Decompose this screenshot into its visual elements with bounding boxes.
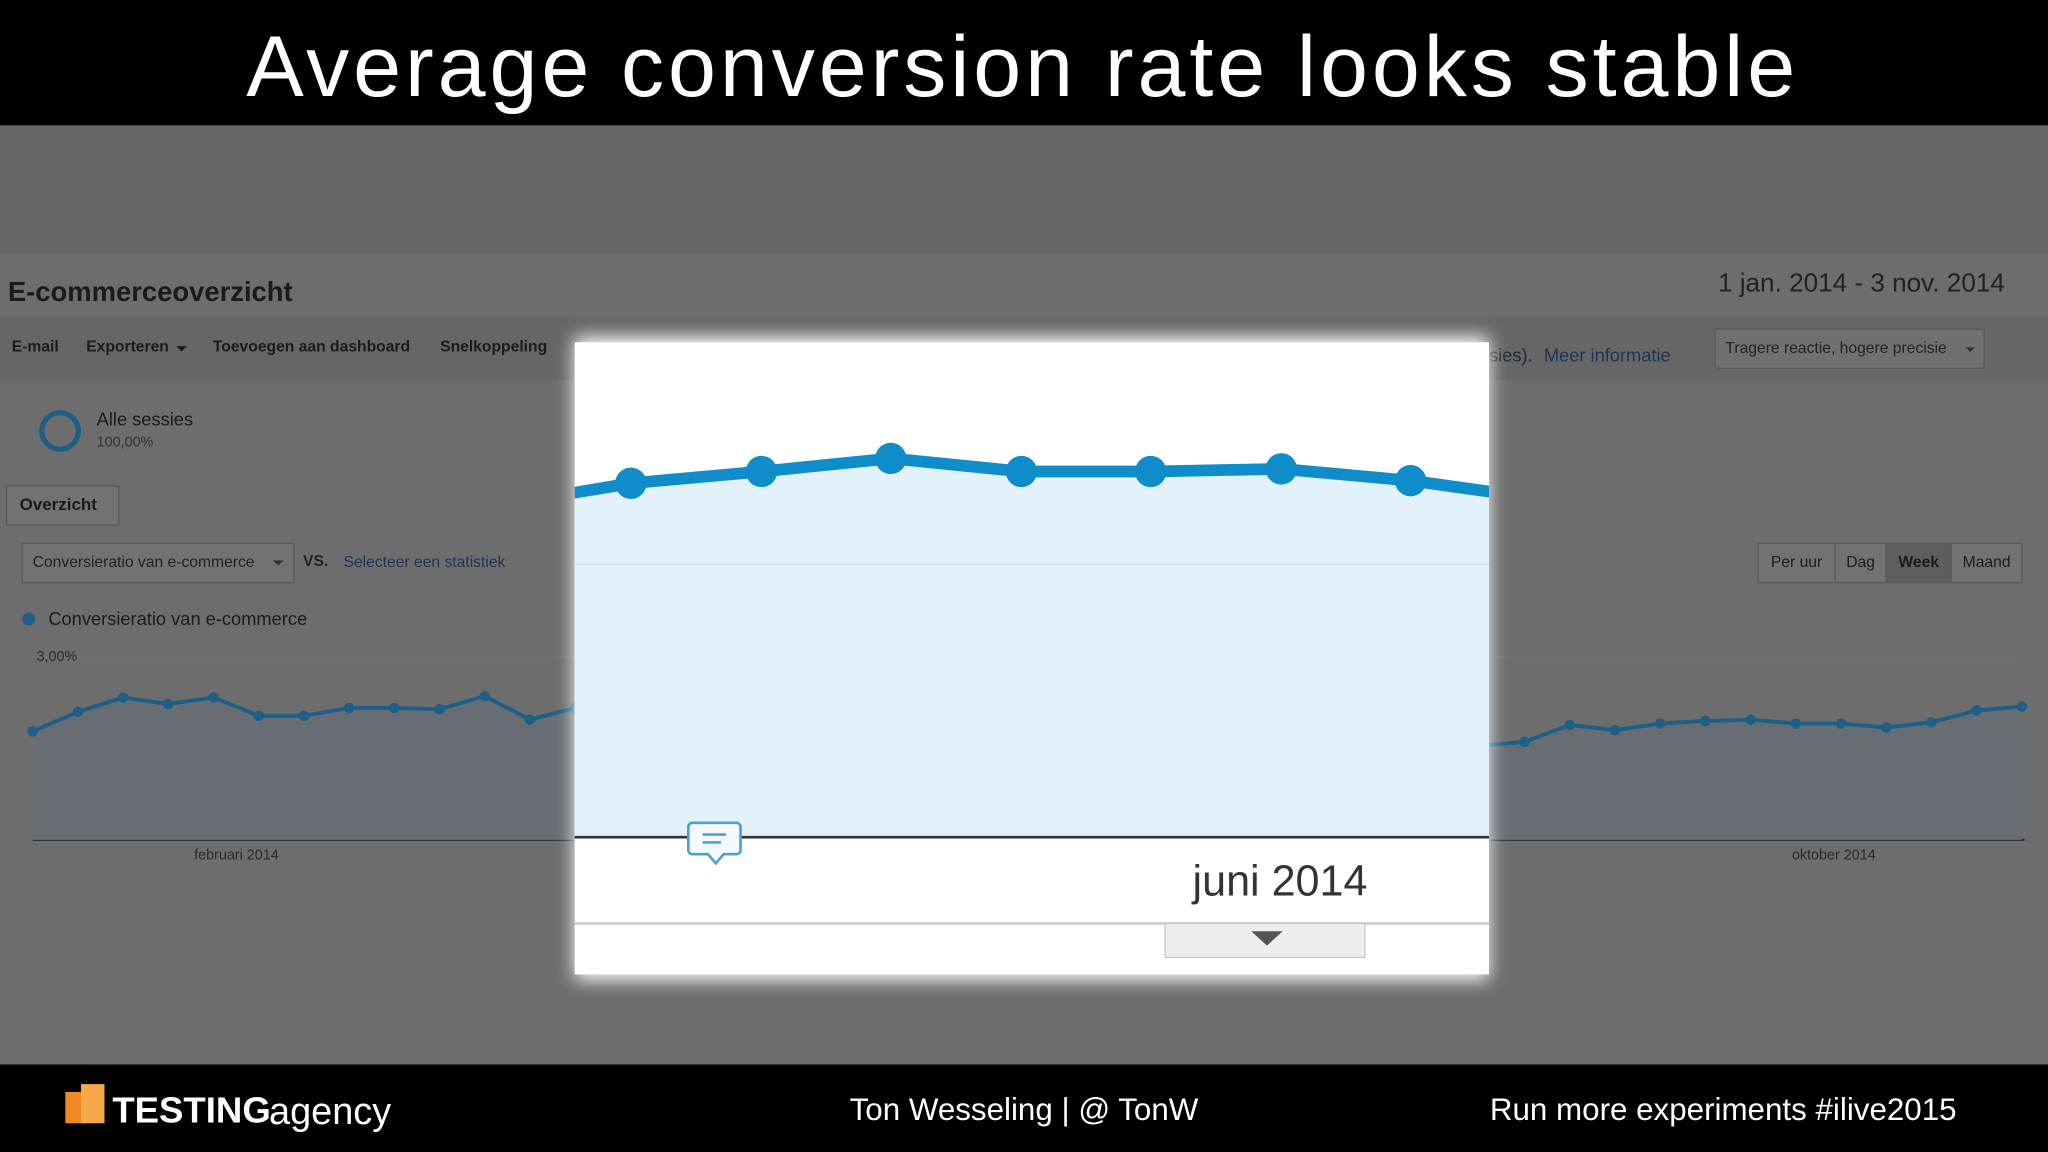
- point: [1609, 724, 1621, 736]
- granularity-button[interactable]: [1757, 542, 1836, 584]
- brand: agency: [269, 1091, 391, 1133]
- footer: [0, 1064, 2048, 1152]
- zoom-point: [1265, 453, 1297, 485]
- point: [524, 714, 536, 725]
- vs-label: VS.: [303, 553, 328, 570]
- granularity-label: Week: [1898, 554, 1939, 571]
- point: [1745, 714, 1756, 725]
- toolbar-item[interactable]: Exporteren: [86, 339, 169, 356]
- point: [1971, 705, 1982, 716]
- legend-label: Conversieratio van e-commerce: [48, 608, 307, 629]
- title-bar: [0, 0, 2048, 126]
- point: [1654, 718, 1666, 729]
- granularity-label: Dag: [1846, 554, 1875, 571]
- zoom-label: juni 2014: [1191, 858, 1368, 906]
- zoom-point: [745, 455, 778, 488]
- point: [298, 710, 310, 721]
- dropdown-arrow: [272, 560, 284, 566]
- point: [434, 704, 445, 715]
- point: [253, 710, 264, 721]
- point: [1835, 718, 1847, 729]
- toolbar-item[interactable]: E-mail: [12, 339, 59, 356]
- tagline: Run more experiments #ilive2015: [1490, 1092, 1957, 1127]
- dropdown-arrow: [1965, 347, 1975, 352]
- toolbar-item[interactable]: Snelkoppeling: [440, 339, 547, 356]
- report-title: E-commerceoverzicht: [8, 276, 293, 307]
- zoom-point: [875, 442, 907, 475]
- point: [2016, 701, 2028, 712]
- point: [1519, 736, 1530, 748]
- expand-arrow: [1251, 931, 1283, 946]
- zoom-point: [1394, 464, 1427, 497]
- author: Ton Wesseling | @ TonW: [850, 1092, 1199, 1127]
- area: [32, 696, 576, 840]
- zoom-point: [1135, 455, 1167, 488]
- zoom: juni 2014: [574, 342, 1489, 975]
- point: [1790, 718, 1802, 729]
- zoom-point: [1005, 455, 1038, 488]
- tab[interactable]: [5, 485, 120, 526]
- legend-dot: [22, 612, 36, 626]
- granularity-button[interactable]: [1834, 542, 1887, 584]
- x-label: oktober 2014: [1792, 847, 1876, 863]
- zoom-point: [615, 467, 647, 499]
- metric-label: Conversieratio van e-commerce: [33, 554, 255, 571]
- point: [117, 692, 129, 703]
- info-link[interactable]: Meer informatie: [1544, 344, 1671, 365]
- zoom-points: [615, 442, 1427, 499]
- metric-dropdown[interactable]: [21, 542, 295, 584]
- granularity-label: Maand: [1963, 554, 2011, 571]
- point: [343, 702, 355, 714]
- brand-bold: TESTING: [112, 1089, 270, 1130]
- compare-link[interactable]: Selecteer een statistiek: [344, 554, 506, 571]
- dropdown-arrow: [176, 346, 187, 352]
- zoom-area: [574, 458, 1489, 838]
- x-label: februari 2014: [194, 847, 279, 863]
- granularity-button[interactable]: [1950, 542, 2023, 584]
- precision-label: Tragere reactie, hogere precisie: [1725, 340, 1947, 357]
- segment-share: 100,00%: [97, 435, 154, 451]
- segment-icon: [39, 410, 81, 452]
- point: [1926, 717, 1937, 728]
- slide-title: Average conversion rate looks stable: [246, 19, 1799, 115]
- point: [1881, 722, 1892, 733]
- point: [163, 698, 174, 710]
- point: [1700, 715, 1711, 727]
- point: [1564, 719, 1576, 731]
- logo-block: [80, 1084, 105, 1124]
- area: [1479, 706, 2022, 840]
- tab-label: Overzicht: [20, 495, 98, 514]
- y-tick-label: 3,00%: [37, 649, 78, 665]
- date-range[interactable]: 1 jan. 2014 - 3 nov. 2014: [1718, 268, 2005, 298]
- point: [27, 726, 38, 737]
- segment-name: Alle sessies: [97, 408, 193, 429]
- granularity-label: Per uur: [1771, 554, 1822, 571]
- granularity-button[interactable]: [1885, 542, 1952, 584]
- point: [479, 690, 490, 702]
- point: [208, 692, 219, 703]
- precision-dropdown[interactable]: [1714, 328, 1985, 369]
- info-text: sies).: [1489, 344, 1533, 365]
- screenshot-header: [0, 125, 2048, 254]
- point: [389, 702, 400, 714]
- toolbar-item[interactable]: Toevoegen aan dashboard: [213, 339, 410, 356]
- point: [72, 706, 84, 718]
